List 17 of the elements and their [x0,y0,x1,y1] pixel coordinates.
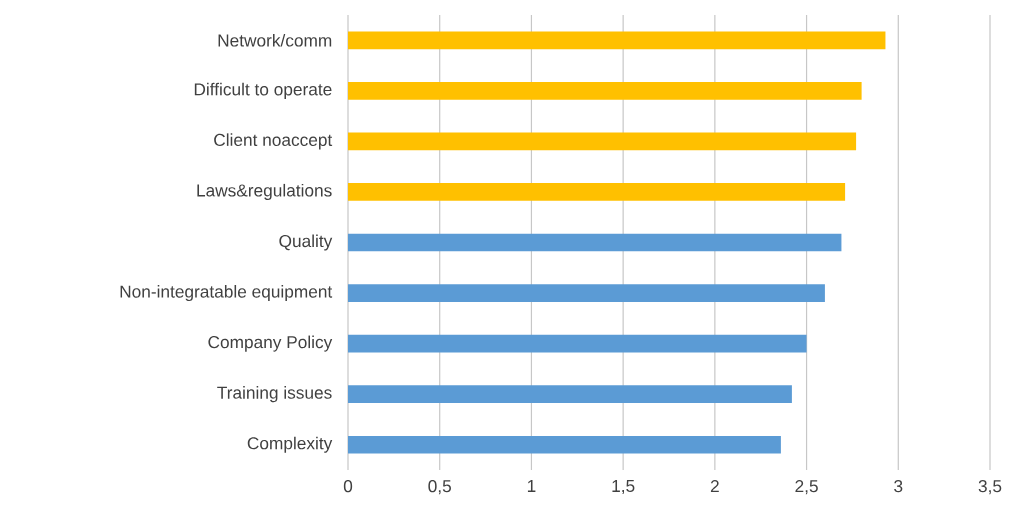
x-tick-label: 0,5 [428,480,451,495]
y-tick-label: Client noaccept [214,133,333,150]
y-tick-label: Laws&regulations [197,183,332,200]
y-tick-label: Company Policy [208,335,333,352]
x-tick-label: 1,5 [612,480,635,495]
x-tick-label: 0 [343,480,353,493]
y-tick-label: Training issues [217,386,332,403]
x-tick-label: 3,5 [978,480,1002,495]
x-tick-label: 2 [710,480,719,493]
x-tick-label: 2,5 [795,480,818,495]
x-tick-label: 3 [894,480,903,493]
y-tick-label: Non-integratable equipment [120,285,333,302]
y-tick-label: Difficult to operate [194,82,332,99]
y-tick-label: Quality [279,234,333,251]
y-tick-label: Complexity [247,436,333,453]
x-tick-label: 1 [527,480,536,492]
y-tick-label: Network/comm [218,33,332,47]
